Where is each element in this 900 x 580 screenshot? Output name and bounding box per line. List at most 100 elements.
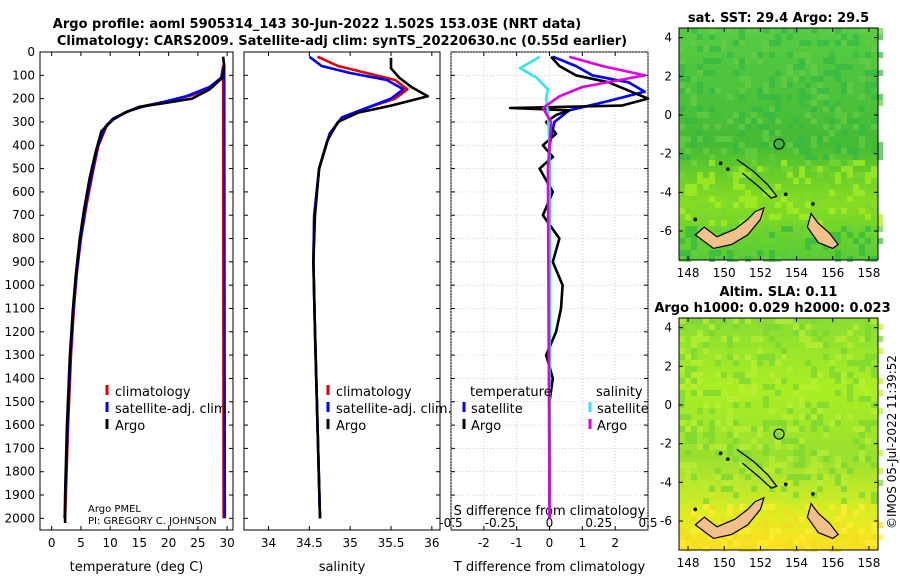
map-pixel bbox=[829, 106, 835, 112]
map-pixel bbox=[727, 378, 733, 384]
y-tick-label: 2 bbox=[664, 69, 672, 83]
map-pixel bbox=[823, 184, 829, 190]
map-pixel bbox=[679, 208, 685, 214]
map-pixel bbox=[691, 540, 697, 546]
map-pixel bbox=[751, 438, 757, 444]
map-pixel bbox=[811, 450, 817, 456]
map-pixel bbox=[763, 40, 769, 46]
map-pixel bbox=[769, 384, 775, 390]
map-pixel bbox=[793, 462, 799, 468]
map-pixel bbox=[823, 88, 829, 94]
map-pixel bbox=[817, 190, 823, 196]
map-pixel bbox=[679, 324, 685, 330]
map-pixel bbox=[691, 354, 697, 360]
map-pixel bbox=[787, 408, 793, 414]
map-pixel bbox=[871, 34, 877, 40]
map-pixel bbox=[871, 318, 877, 324]
map-pixel bbox=[871, 534, 877, 540]
map-pixel bbox=[721, 46, 727, 52]
map-pixel bbox=[757, 426, 763, 432]
map-pixel bbox=[775, 324, 781, 330]
map-pixel bbox=[775, 468, 781, 474]
map-pixel bbox=[739, 214, 745, 220]
map-pixel bbox=[745, 528, 751, 534]
map-pixel bbox=[697, 70, 703, 76]
map-pixel bbox=[859, 250, 865, 256]
map-pixel bbox=[835, 516, 841, 522]
map-pixel bbox=[865, 456, 871, 462]
x-tick-label: 36 bbox=[424, 536, 439, 550]
islet bbox=[783, 482, 788, 487]
map-pixel bbox=[823, 432, 829, 438]
map-pixel bbox=[871, 372, 877, 378]
map-pixel bbox=[853, 52, 859, 58]
map-pixel bbox=[805, 40, 811, 46]
x-tick-label: 34 bbox=[261, 536, 276, 550]
map-pixel bbox=[703, 342, 709, 348]
map-pixel bbox=[871, 408, 877, 414]
map-pixel bbox=[835, 40, 841, 46]
map-pixel bbox=[757, 360, 763, 366]
map-pixel bbox=[751, 112, 757, 118]
map-pixel bbox=[703, 546, 709, 552]
map-pixel bbox=[763, 46, 769, 52]
x-tick-label: 0 bbox=[48, 536, 56, 550]
map-pixel bbox=[739, 444, 745, 450]
map-pixel bbox=[685, 462, 691, 468]
map-pixel bbox=[805, 402, 811, 408]
map-pixel bbox=[775, 342, 781, 348]
legend-label: Argo bbox=[336, 419, 366, 434]
map-pixel bbox=[793, 474, 799, 480]
map-pixel bbox=[811, 64, 817, 70]
map-pixel bbox=[799, 450, 805, 456]
map-pixel bbox=[829, 52, 835, 58]
map-pixel bbox=[721, 540, 727, 546]
map-pixel bbox=[859, 492, 865, 498]
map-pixel bbox=[703, 58, 709, 64]
y-tick-label: 1100 bbox=[4, 301, 35, 315]
s-tick-label: -0.5 bbox=[439, 516, 462, 530]
map-pixel bbox=[763, 88, 769, 94]
map-pixel bbox=[697, 172, 703, 178]
map-pixel bbox=[727, 474, 733, 480]
map-pixel bbox=[763, 142, 769, 148]
x-tick-label: 2 bbox=[611, 536, 619, 550]
map-pixel bbox=[679, 426, 685, 432]
map-pixel bbox=[811, 70, 817, 76]
map-pixel bbox=[745, 28, 751, 34]
map-pixel bbox=[841, 486, 847, 492]
map-pixel bbox=[781, 318, 787, 324]
map-pixel bbox=[829, 504, 835, 510]
map-pixel bbox=[727, 118, 733, 124]
map-pixel bbox=[841, 336, 847, 342]
map-pixel bbox=[829, 468, 835, 474]
y-tick-label: 100 bbox=[12, 68, 35, 82]
map-pixel bbox=[877, 52, 883, 58]
map-pixel bbox=[679, 58, 685, 64]
map-pixel bbox=[811, 118, 817, 124]
map-pixel bbox=[697, 64, 703, 70]
y-tick-label: 500 bbox=[12, 162, 35, 176]
y-tick-label: -2 bbox=[660, 147, 672, 161]
x-tick-label: 34.5 bbox=[296, 536, 323, 550]
map-pixel bbox=[739, 504, 745, 510]
map-pixel bbox=[853, 160, 859, 166]
map-pixel bbox=[859, 130, 865, 136]
map-pixel bbox=[703, 184, 709, 190]
map-pixel bbox=[799, 444, 805, 450]
map-pixel bbox=[793, 390, 799, 396]
map-pixel bbox=[811, 106, 817, 112]
map-pixel bbox=[775, 94, 781, 100]
map-pixel bbox=[859, 426, 865, 432]
map-pixel bbox=[799, 214, 805, 220]
map-pixel bbox=[841, 474, 847, 480]
temperature-panel: 0100200300400500600700800900100011001200… bbox=[4, 45, 234, 575]
map-pixel bbox=[859, 232, 865, 238]
x-tick-label: 1 bbox=[579, 536, 587, 550]
map-pixel bbox=[751, 336, 757, 342]
map-pixel bbox=[811, 420, 817, 426]
map-pixel bbox=[757, 462, 763, 468]
map-pixel bbox=[835, 378, 841, 384]
map-pixel bbox=[853, 244, 859, 250]
map-pixel bbox=[757, 94, 763, 100]
